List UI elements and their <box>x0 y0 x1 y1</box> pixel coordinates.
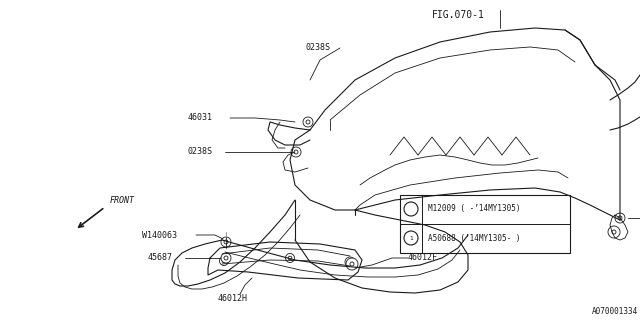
Circle shape <box>346 258 358 270</box>
Text: A50688 (’14MY1305- ): A50688 (’14MY1305- ) <box>428 234 520 243</box>
Circle shape <box>291 147 301 157</box>
Circle shape <box>285 253 294 262</box>
Text: W140063: W140063 <box>142 230 177 239</box>
Circle shape <box>404 231 418 245</box>
Circle shape <box>306 120 310 124</box>
Circle shape <box>345 257 355 267</box>
Circle shape <box>221 237 231 247</box>
Circle shape <box>288 256 292 260</box>
Circle shape <box>220 257 228 266</box>
Circle shape <box>303 117 313 127</box>
Text: 46031: 46031 <box>188 114 213 123</box>
Text: 45687: 45687 <box>148 253 173 262</box>
Circle shape <box>348 260 352 264</box>
Circle shape <box>294 150 298 154</box>
Text: M12009 ( -’14MY1305): M12009 ( -’14MY1305) <box>428 204 520 213</box>
Circle shape <box>618 216 622 220</box>
Circle shape <box>221 253 231 263</box>
Circle shape <box>222 259 226 263</box>
Circle shape <box>350 262 354 266</box>
Text: 1: 1 <box>409 236 413 241</box>
Circle shape <box>608 226 620 238</box>
Bar <box>400 195 570 253</box>
Circle shape <box>224 256 228 260</box>
Circle shape <box>404 202 418 216</box>
Circle shape <box>224 240 228 244</box>
Circle shape <box>615 213 625 223</box>
Text: 0238S: 0238S <box>188 148 213 156</box>
Circle shape <box>612 230 616 234</box>
Text: 46012F: 46012F <box>408 253 438 262</box>
Text: 46012H: 46012H <box>218 294 248 303</box>
Text: 0238S: 0238S <box>305 44 330 52</box>
Text: A070001334: A070001334 <box>592 307 638 316</box>
Text: FRONT: FRONT <box>110 196 135 205</box>
Text: FIG.070-1: FIG.070-1 <box>432 10 485 20</box>
